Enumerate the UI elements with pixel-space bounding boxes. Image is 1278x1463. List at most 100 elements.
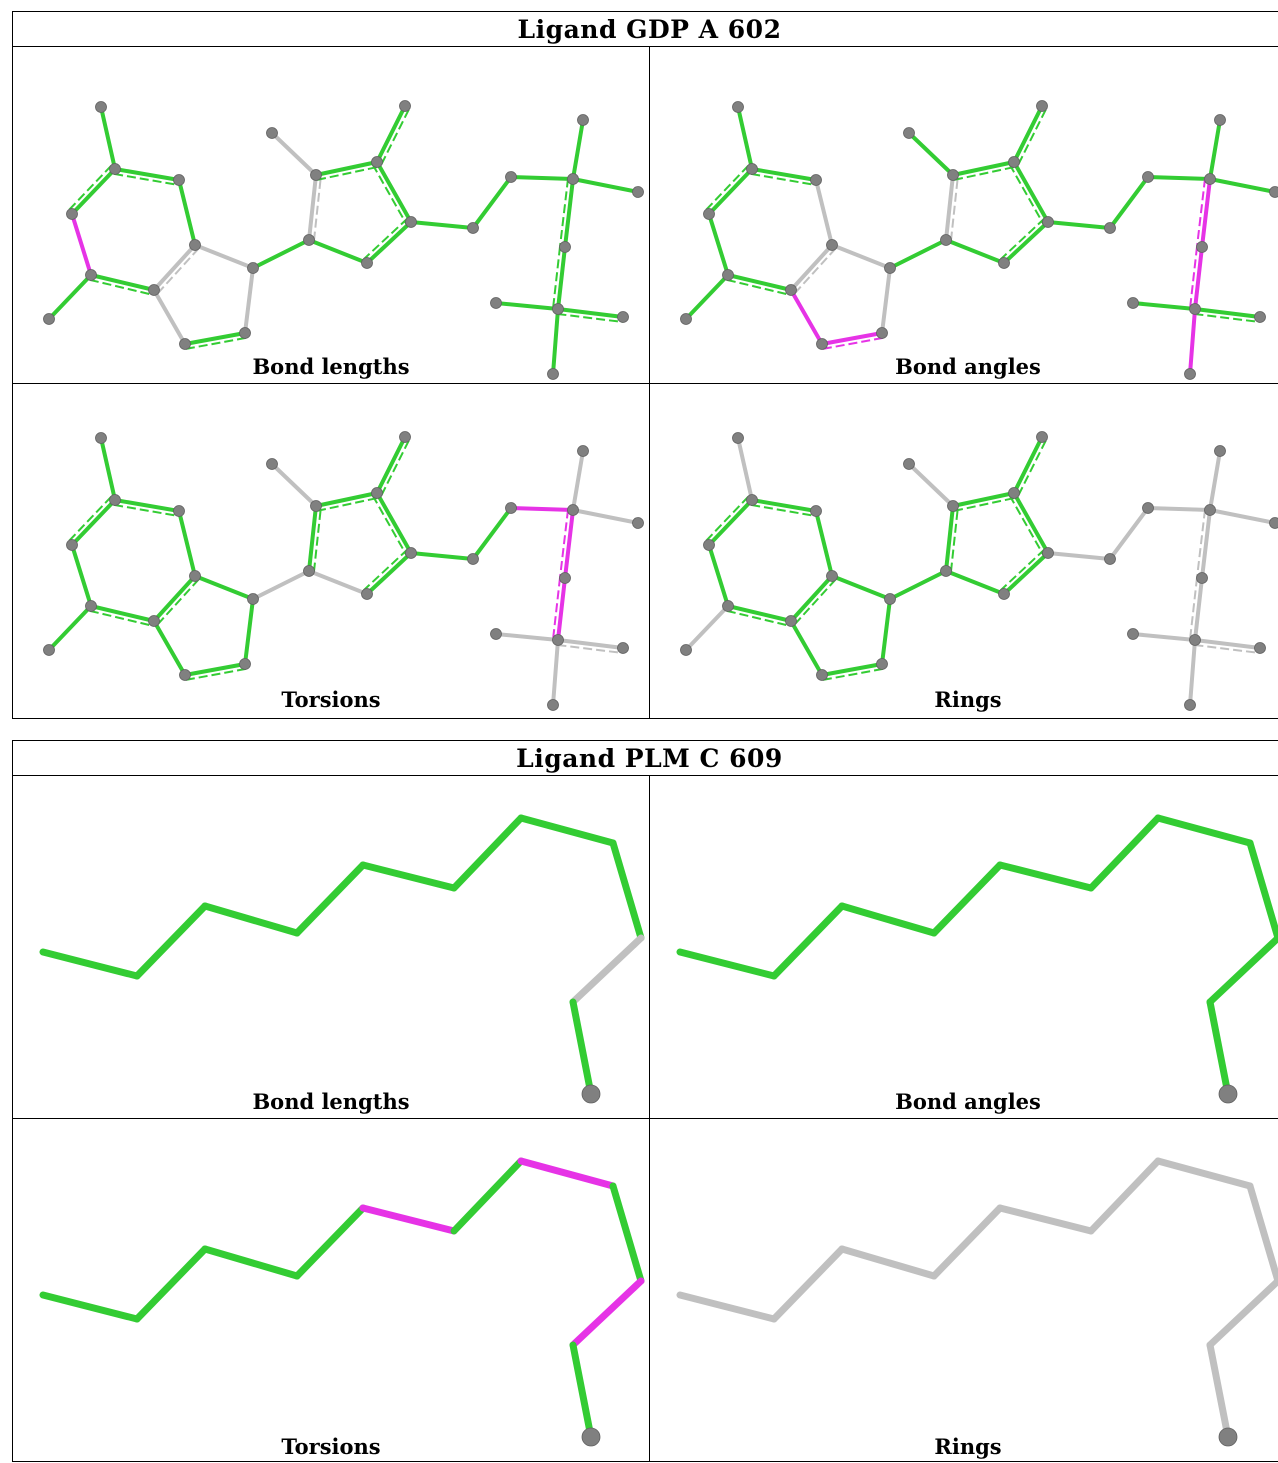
atom (247, 593, 259, 605)
bond (789, 243, 834, 292)
bond (380, 438, 411, 496)
bond (726, 273, 793, 292)
bond (494, 632, 560, 642)
bond (838, 902, 938, 937)
bond (316, 165, 379, 181)
atom (816, 338, 828, 350)
bond (930, 861, 1004, 937)
bond (89, 609, 154, 627)
bond (1012, 160, 1050, 224)
atom (43, 644, 55, 656)
molecule-image (676, 1157, 1278, 1447)
bond (556, 245, 567, 311)
bond (999, 217, 1046, 261)
bond (944, 173, 955, 242)
bond (1087, 1157, 1162, 1235)
molecule-image (676, 814, 1278, 1104)
bond (89, 604, 156, 623)
bond (838, 1245, 938, 1280)
bond (676, 1291, 778, 1323)
atom (247, 262, 259, 274)
bond (1017, 438, 1048, 496)
bond (822, 336, 884, 350)
bond (569, 934, 645, 1006)
bond (1193, 307, 1262, 319)
bond (47, 604, 93, 652)
bond (1146, 175, 1212, 181)
bond (1196, 178, 1207, 247)
bond (152, 619, 187, 677)
atom (66, 539, 78, 551)
bond (517, 1157, 617, 1190)
bond (559, 178, 570, 247)
atom (876, 658, 888, 670)
bond (830, 243, 892, 270)
bond (953, 496, 1016, 512)
bond (312, 175, 322, 241)
atom (303, 234, 315, 246)
bond (375, 435, 407, 495)
atom (1036, 100, 1048, 112)
atom (310, 500, 322, 512)
molecule-image (43, 431, 644, 711)
bond (999, 548, 1046, 592)
bond (996, 861, 1095, 892)
atom (903, 458, 915, 470)
atom (746, 163, 758, 175)
bond (953, 165, 1016, 181)
bond (316, 496, 379, 512)
bond (183, 331, 247, 346)
bond (243, 266, 255, 335)
bond (1200, 177, 1212, 249)
atom (1036, 431, 1048, 443)
atom (310, 169, 322, 181)
atom (884, 593, 896, 605)
atom (405, 216, 417, 228)
bond (930, 1204, 1004, 1280)
atom (43, 313, 55, 325)
panel-caption: Rings (934, 687, 1002, 712)
atom (680, 313, 692, 325)
bond (113, 503, 179, 517)
bond (1206, 1341, 1232, 1441)
bond (949, 506, 959, 572)
bond (609, 1182, 645, 1285)
ligand-title: Ligand PLM C 609 (12, 740, 1278, 776)
atom (266, 127, 278, 139)
atom (703, 539, 715, 551)
atom (1196, 572, 1208, 584)
panel-caption: Bond lengths (252, 354, 410, 379)
atom (1042, 547, 1054, 559)
bond (39, 948, 141, 980)
bond (185, 336, 247, 350)
bond (684, 273, 730, 321)
bond (726, 604, 793, 623)
bond (1046, 220, 1112, 230)
bond (1193, 576, 1204, 642)
atom (1254, 642, 1266, 654)
bond (609, 839, 645, 942)
atom (1127, 297, 1139, 309)
bond (307, 238, 369, 265)
bond (1012, 435, 1044, 495)
atom (490, 628, 502, 640)
atom (826, 239, 838, 251)
bond (726, 609, 791, 627)
bond (1108, 506, 1150, 561)
atom (785, 284, 797, 296)
atom (1269, 517, 1278, 529)
bond (704, 495, 750, 543)
bond (949, 175, 959, 241)
atom (179, 338, 191, 350)
atom (189, 239, 201, 251)
bond (1154, 1157, 1254, 1190)
bond (569, 1277, 645, 1349)
bond (359, 861, 458, 892)
atom (303, 565, 315, 577)
bond (1189, 577, 1199, 640)
bond (944, 569, 1006, 596)
bond (951, 491, 1016, 508)
bond (556, 576, 567, 642)
atom (1008, 156, 1020, 168)
bond (67, 164, 113, 212)
